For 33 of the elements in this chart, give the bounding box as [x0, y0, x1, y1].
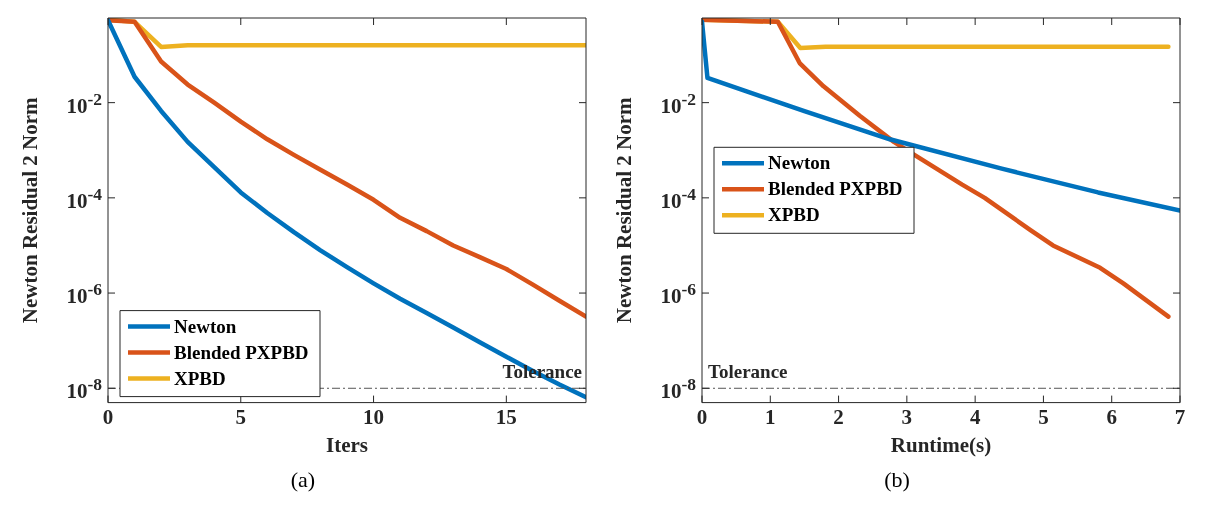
x-tick-label: 6	[1106, 404, 1117, 429]
ref-line-label: Tolerance	[708, 360, 788, 382]
y-tick-label: 10$^{-4}$	[66, 184, 102, 214]
legend-label: Blended PXPBD	[768, 178, 903, 200]
x-tick-label: 1	[765, 404, 776, 429]
text: (b)	[883, 467, 911, 493]
legend-label: Blended PXPBD	[174, 341, 309, 363]
x-tick-label: 0	[102, 404, 114, 429]
legend-label: Newton	[174, 315, 237, 337]
y-tick-label: 10$^{-2}$	[66, 88, 102, 118]
x-tick-label: 7	[1174, 404, 1186, 429]
x-axis-title: Runtime(s)	[890, 432, 992, 457]
y-tick-label: 10$^{-6}$	[660, 279, 696, 309]
legend-label: XPBD	[768, 204, 820, 226]
x-axis-title: Iters	[326, 432, 368, 457]
x-tick-label: 3	[901, 404, 913, 429]
y-tick-label: 10$^{-8}$	[66, 374, 102, 404]
x-tick-label: 2	[833, 404, 844, 429]
x-tick-label: 15	[495, 404, 517, 429]
x-tick-label: 0	[696, 404, 708, 429]
text: (a)	[289, 467, 317, 493]
x-tick-label: 4	[969, 404, 981, 429]
y-axis-title: Newton Residual 2 Norm	[612, 96, 637, 324]
x-tick-label: 5	[235, 404, 247, 429]
y-tick-label: 10$^{-8}$	[660, 374, 696, 404]
y-tick-label: 10$^{-4}$	[660, 184, 696, 214]
y-axis-title: Newton Residual 2 Norm	[18, 96, 43, 324]
x-tick-label: 10	[363, 404, 385, 429]
x-tick-label: 5	[1038, 404, 1049, 429]
legend-label: XPBD	[174, 367, 226, 389]
y-tick-label: 10$^{-6}$	[66, 279, 102, 309]
legend-label: Newton	[768, 152, 831, 174]
y-tick-label: 10$^{-2}$	[660, 88, 696, 118]
